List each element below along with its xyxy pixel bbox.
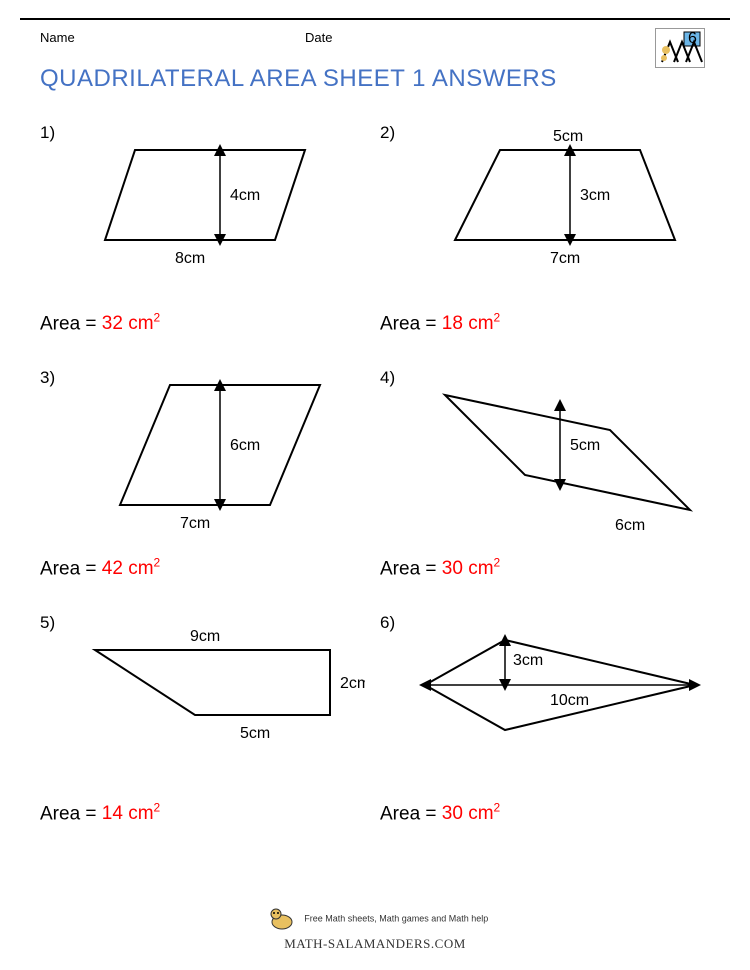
problem-number: 6) [380,613,395,633]
svg-text:4cm: 4cm [230,187,260,204]
grade-badge: 6 [655,28,705,68]
footer: Free Math sheets, Math games and Math he… [0,904,750,952]
problem-5: 5) 9cm 2cm 5cm Area = 14 cm2 [40,605,370,850]
problem-number: 1) [40,123,55,143]
problem-4: 4) 5cm 6cm Area = 30 cm2 [380,360,710,605]
figure-2: 5cm 3cm 7cm [415,125,705,285]
problem-number: 4) [380,368,395,388]
figure-5: 9cm 2cm 5cm [75,615,365,780]
problem-number: 5) [40,613,55,633]
footer-tagline: Free Math sheets, Math games and Math he… [304,913,488,923]
problem-number: 2) [380,123,395,143]
problem-3: 3) 6cm 7cm Area = 42 cm2 [40,360,370,605]
problems-grid: 1) 4cm 8cm Area = 32 cm2 [40,115,710,850]
svg-text:2cm: 2cm [340,675,365,692]
footer-site: MATH-SALAMANDERS.COM [0,936,750,952]
figure-4: 5cm 6cm [415,370,715,545]
figure-3: 6cm 7cm [75,370,335,545]
figure-6: 3cm 10cm [415,615,715,780]
problem-number: 3) [40,368,55,388]
svg-text:9cm: 9cm [190,628,220,645]
svg-text:8cm: 8cm [175,250,205,267]
svg-text:7cm: 7cm [550,250,580,267]
svg-text:3cm: 3cm [580,187,610,204]
svg-text:5cm: 5cm [570,437,600,454]
answer-5: Area = 14 cm2 [40,801,160,825]
answer-1: Area = 32 cm2 [40,311,160,335]
answer-6: Area = 30 cm2 [380,801,500,825]
date-label: Date [305,30,332,45]
problem-1: 1) 4cm 8cm Area = 32 cm2 [40,115,370,360]
page-title: QUADRILATERAL AREA SHEET 1 ANSWERS [40,65,557,93]
svg-text:6cm: 6cm [230,437,260,454]
svg-text:3cm: 3cm [513,652,543,669]
name-label: Name [40,30,75,45]
answer-4: Area = 30 cm2 [380,556,500,580]
svg-text:10cm: 10cm [550,692,589,709]
problem-2: 2) 5cm 3cm 7cm Area = 18 cm2 [380,115,710,360]
figure-1: 4cm 8cm [75,125,335,285]
svg-text:5cm: 5cm [553,128,583,145]
svg-text:6cm: 6cm [615,517,645,534]
header: Name Date 6 [40,30,710,70]
problem-6: 6) 3cm 10cm Area = 30 cm2 [380,605,710,850]
svg-text:7cm: 7cm [180,515,210,532]
answer-3: Area = 42 cm2 [40,556,160,580]
top-rule [20,18,730,20]
svg-text:5cm: 5cm [240,725,270,742]
answer-2: Area = 18 cm2 [380,311,500,335]
